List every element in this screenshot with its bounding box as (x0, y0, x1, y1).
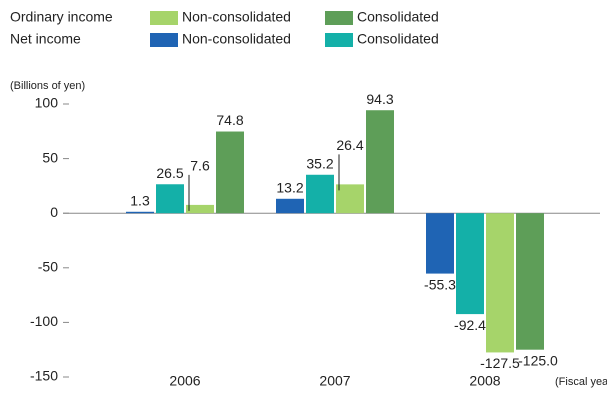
value-label: 13.2 (276, 179, 303, 195)
bar (426, 213, 454, 274)
x-tick-label: 2007 (319, 373, 350, 389)
legend-swatch (325, 11, 353, 25)
x-axis-label: (Fiscal year) (555, 376, 607, 388)
value-label: 94.3 (366, 91, 393, 107)
legend-label: Non-consolidated (182, 9, 291, 25)
y-tick-label: -50 (38, 259, 58, 275)
legend-label: Consolidated (357, 31, 439, 47)
value-label: 26.5 (156, 165, 183, 181)
y-tick-label: 50 (42, 149, 58, 165)
bar (336, 184, 364, 214)
legend-label: Non-consolidated (182, 31, 291, 47)
y-tick-label: -150 (30, 368, 58, 384)
legend-swatch (325, 33, 353, 47)
bar (306, 174, 334, 214)
legend-label: Consolidated (357, 9, 439, 25)
legend-group-label: Ordinary income (10, 9, 113, 25)
bar (486, 213, 514, 353)
legend-swatch (150, 33, 178, 47)
x-tick-label: 2006 (169, 373, 200, 389)
legend-swatch (150, 11, 178, 25)
value-label: -55.3 (424, 276, 456, 292)
bar (366, 110, 394, 214)
value-label: 26.4 (336, 137, 363, 153)
bar (186, 204, 214, 214)
value-label: 35.2 (306, 155, 333, 171)
value-label: 74.8 (216, 112, 243, 128)
y-tick-label: 100 (35, 95, 59, 111)
value-label: -92.4 (454, 317, 486, 333)
bar (126, 211, 154, 214)
y-axis-label: (Billions of yen) (10, 80, 85, 92)
value-label: -125.0 (518, 352, 558, 368)
legend-group-label: Net income (10, 31, 81, 47)
y-tick-label: -100 (30, 313, 58, 329)
bar (276, 198, 304, 214)
bar (156, 184, 184, 214)
x-tick-label: 2008 (469, 373, 500, 389)
value-label: 1.3 (130, 192, 150, 208)
value-label: 7.6 (190, 158, 210, 174)
bar (516, 213, 544, 350)
value-label: -127.5 (480, 355, 520, 371)
bar (216, 131, 244, 214)
bar (456, 213, 484, 315)
y-tick-label: 0 (50, 204, 58, 220)
